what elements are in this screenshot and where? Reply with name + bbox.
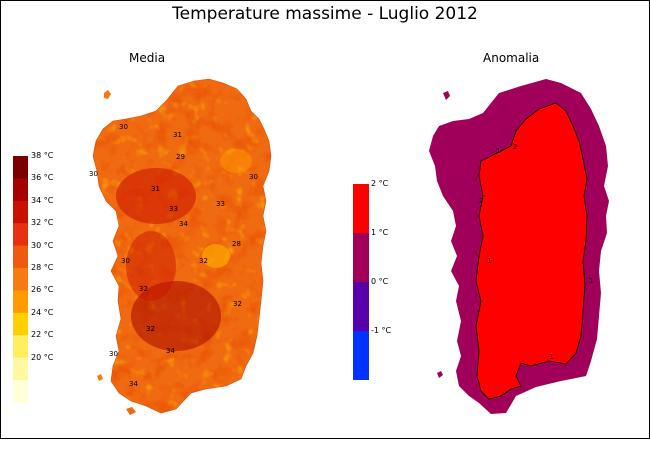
anomaly-above-2-region [475,102,588,400]
panel-title-media: Media [129,51,166,65]
panel-title-anomalia: Anomalia [483,51,540,65]
legend-label: 0 °C [371,277,389,286]
temperature-legend [13,156,28,403]
contour-label: 32 [199,257,208,265]
contour-label: 1 [589,277,593,285]
contour-label: 32 [139,285,148,293]
contour-label: 2 [479,197,483,205]
legend-swatch [13,245,28,269]
contour-label: 34 [129,380,138,388]
contour-label: 34 [179,220,188,228]
anomaly-map: 1 1 1 1 2 2 [429,79,609,414]
contour-label: 1 [549,353,553,361]
legend-label: 30 °C [31,240,54,250]
contour-label: 29 [176,153,185,161]
legend-label: 22 °C [31,330,54,340]
figure-frame: Temperature massime - Luglio 2012 Media … [0,0,650,439]
contour-label: 31 [173,131,182,139]
contour-label: 2 [513,143,517,151]
legend-swatch [13,200,28,224]
legend-label: -1 °C [371,326,392,335]
contour-label: 31 [151,185,160,193]
contour-label: 1 [487,257,491,265]
legend-label: 32 °C [31,218,54,228]
contour-label: 30 [119,123,128,131]
contour-label: 33 [216,200,225,208]
legend-label: 26 °C [31,285,54,295]
anomaly-legend [353,184,369,380]
contour-label: 32 [146,325,155,333]
legend-swatch [13,357,28,381]
contour-label: 28 [232,240,241,248]
legend-swatch [13,268,28,291]
legend-swatch [13,156,28,179]
legend-swatch [13,312,28,336]
legend-label: 24 °C [31,307,54,317]
legend-swatch [13,335,28,359]
contour-label: 30 [249,173,258,181]
legend-swatch [13,290,28,314]
contour-label: 30 [109,350,118,358]
legend-swatch [353,233,369,282]
contour-label: 30 [89,170,98,178]
legend-label: 34 °C [31,195,54,205]
legend-swatch [13,178,28,202]
contour-label: 34 [166,347,175,355]
legend-swatch [353,282,369,331]
legend-label: 2 °C [371,179,389,188]
legend-swatch [353,331,369,380]
figure-title: Temperature massime - Luglio 2012 [172,4,478,24]
contour-label: 30 [121,257,130,265]
contour-label: 33 [169,205,178,213]
legend-label: 38 °C [31,151,54,160]
legend-label: 1 °C [371,228,389,237]
legend-label: 28 °C [31,263,54,272]
contour-label: 1 [496,147,500,155]
legend-swatch [353,184,369,233]
contour-label: 32 [233,300,242,308]
legend-swatch [13,380,28,403]
legend-swatch [13,223,28,247]
legend-label: 36 °C [31,173,54,183]
legend-label: 20 °C [31,352,54,362]
